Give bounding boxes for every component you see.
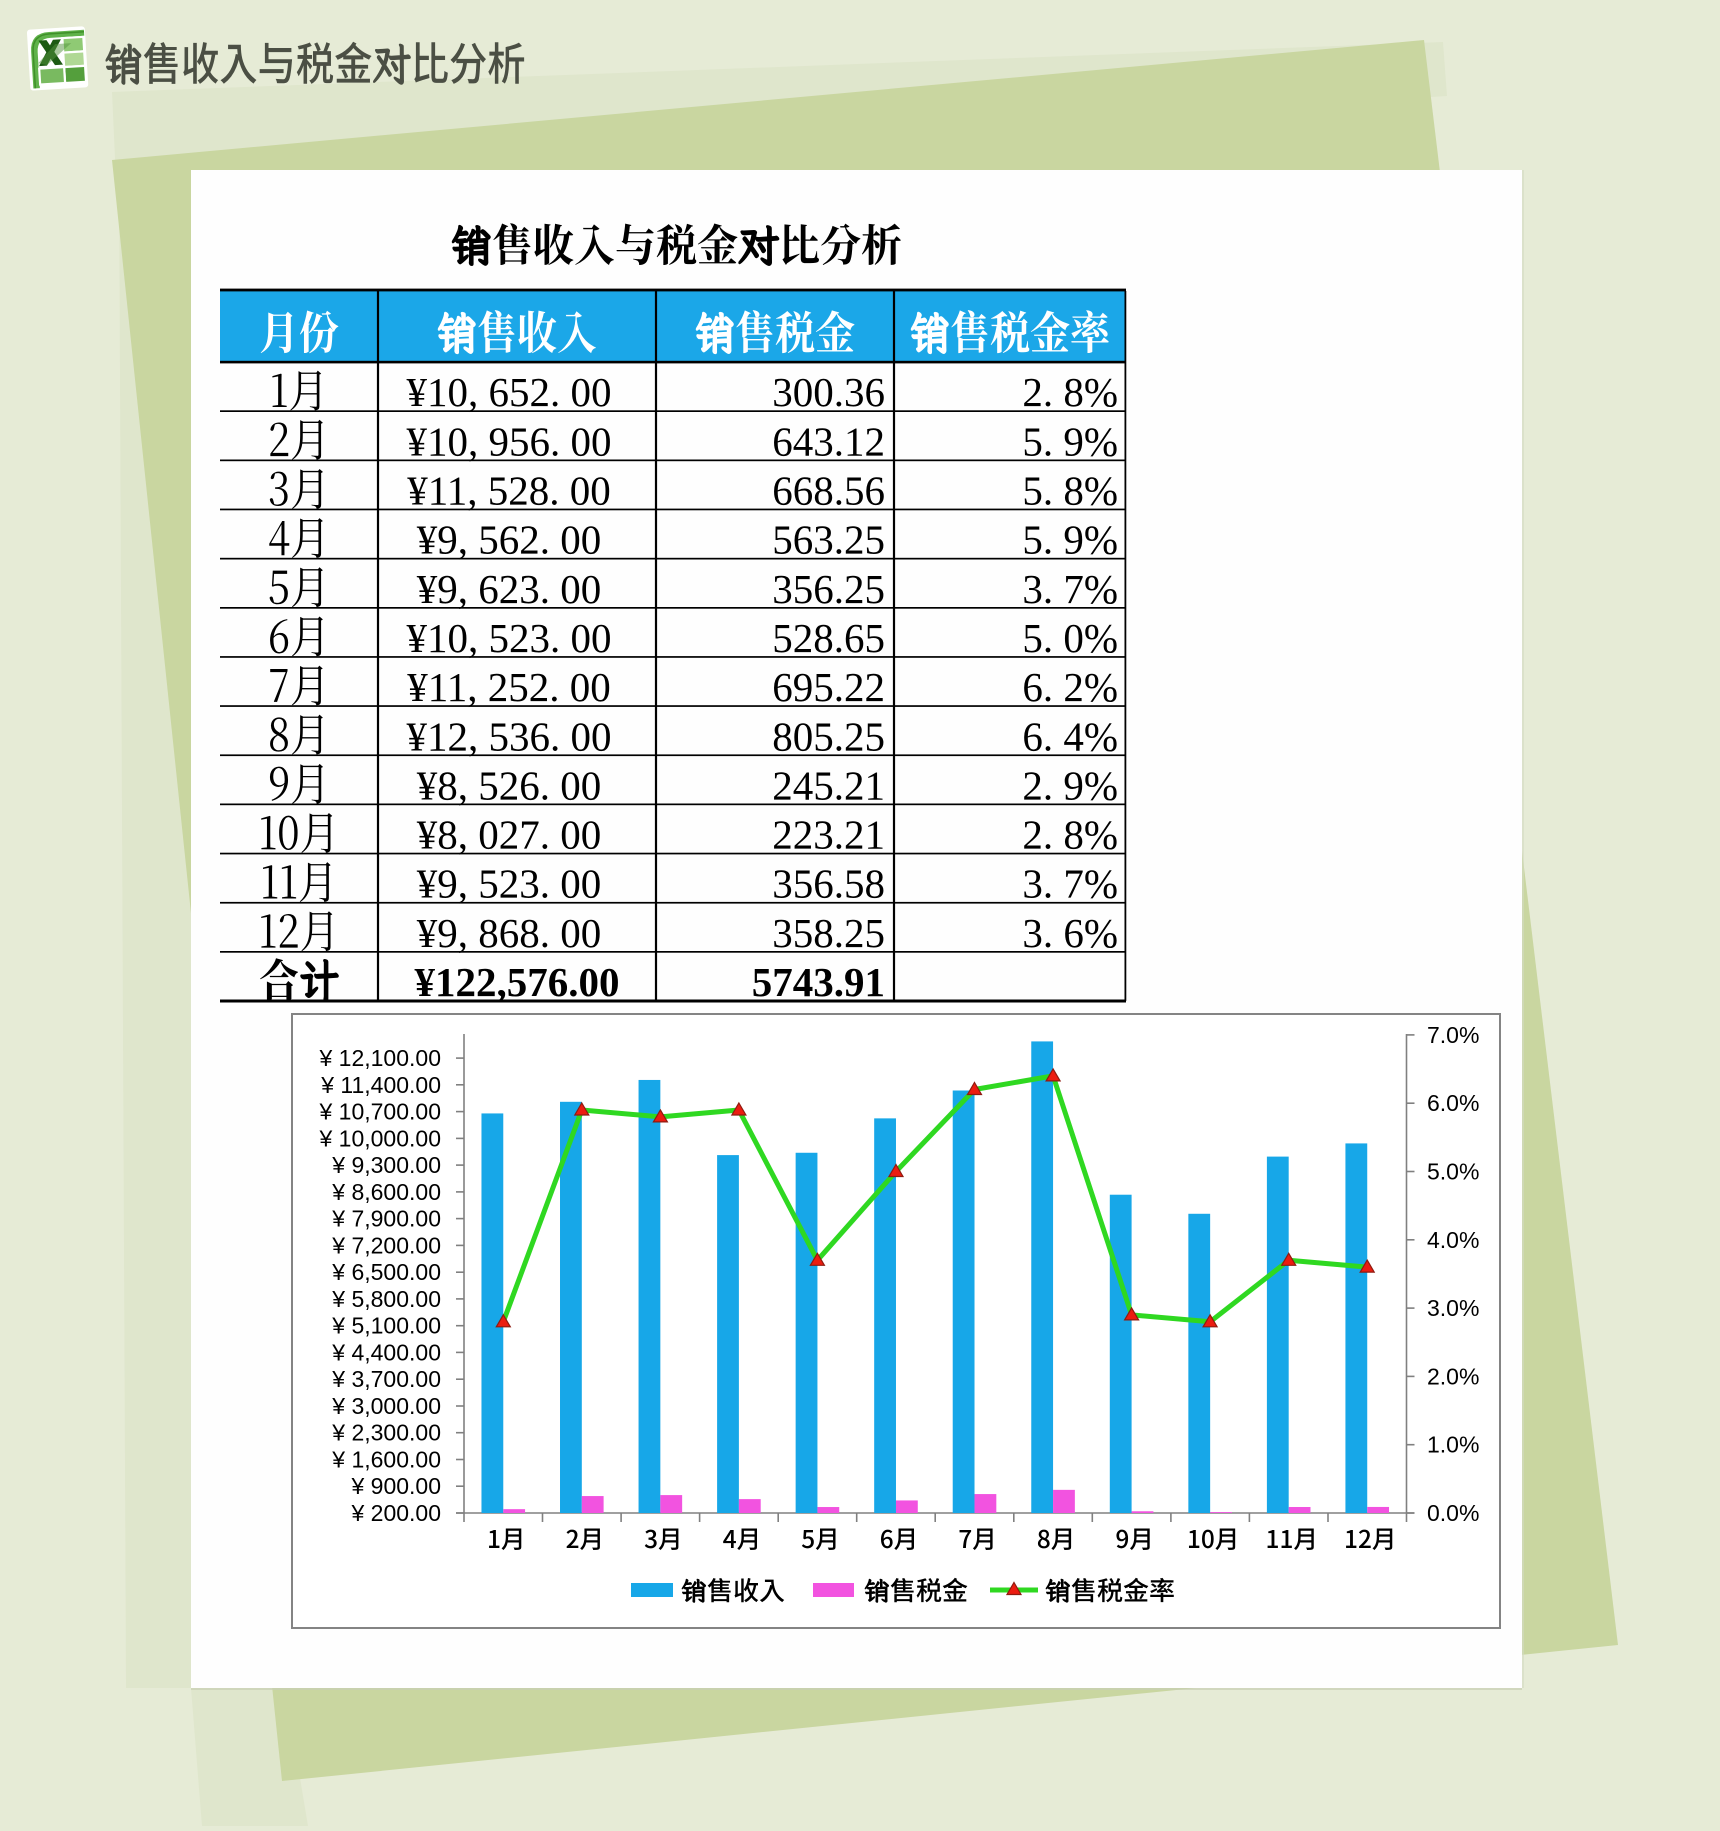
svg-text:¥10, 523. 00: ¥10, 523. 00 xyxy=(407,615,612,661)
svg-text:4.0%: 4.0% xyxy=(1427,1227,1479,1253)
svg-text:528.65: 528.65 xyxy=(772,615,885,661)
svg-text:5. 9%: 5. 9% xyxy=(1022,517,1118,563)
svg-text:¥ 10,700.00: ¥ 10,700.00 xyxy=(318,1099,441,1125)
svg-text:¥ 3,000.00: ¥ 3,000.00 xyxy=(331,1393,441,1419)
svg-text:¥ 12,100.00: ¥ 12,100.00 xyxy=(318,1045,441,1071)
svg-text:6.0%: 6.0% xyxy=(1427,1090,1479,1116)
svg-text:¥ 7,200.00: ¥ 7,200.00 xyxy=(331,1232,441,1258)
svg-text:¥10, 956. 00: ¥10, 956. 00 xyxy=(407,418,612,464)
svg-text:¥9, 562. 00: ¥9, 562. 00 xyxy=(417,517,602,563)
svg-text:358.25: 358.25 xyxy=(772,910,885,956)
svg-text:¥8, 526. 00: ¥8, 526. 00 xyxy=(417,762,602,808)
svg-text:1.0%: 1.0% xyxy=(1427,1432,1479,1458)
svg-text:¥ 6,500.00: ¥ 6,500.00 xyxy=(331,1259,441,1285)
svg-text:¥ 10,000.00: ¥ 10,000.00 xyxy=(318,1125,441,1151)
svg-text:3. 6%: 3. 6% xyxy=(1022,910,1118,956)
svg-text:695.22: 695.22 xyxy=(772,664,885,710)
svg-text:6. 2%: 6. 2% xyxy=(1022,664,1118,710)
svg-text:223.21: 223.21 xyxy=(772,812,885,858)
svg-text:5743.91: 5743.91 xyxy=(752,959,885,1005)
svg-text:¥ 1,600.00: ¥ 1,600.00 xyxy=(331,1446,441,1472)
svg-text:3.0%: 3.0% xyxy=(1427,1295,1479,1321)
svg-text:¥ 3,700.00: ¥ 3,700.00 xyxy=(331,1366,441,1392)
svg-text:¥122,576.00: ¥122,576.00 xyxy=(415,959,620,1005)
svg-text:¥ 4,400.00: ¥ 4,400.00 xyxy=(331,1339,441,1365)
svg-text:356.58: 356.58 xyxy=(772,861,885,907)
svg-text:¥9, 868. 00: ¥9, 868. 00 xyxy=(417,910,602,956)
svg-text:2.0%: 2.0% xyxy=(1427,1363,1479,1389)
svg-text:¥11, 528. 00: ¥11, 528. 00 xyxy=(407,468,610,514)
svg-text:563.25: 563.25 xyxy=(772,517,885,563)
svg-text:¥10, 652. 00: ¥10, 652. 00 xyxy=(407,369,612,415)
svg-text:805.25: 805.25 xyxy=(772,713,885,759)
svg-text:6. 4%: 6. 4% xyxy=(1022,713,1118,759)
svg-text:¥ 9,300.00: ¥ 9,300.00 xyxy=(331,1152,441,1178)
svg-text:¥ 8,600.00: ¥ 8,600.00 xyxy=(331,1179,441,1205)
svg-text:5.0%: 5.0% xyxy=(1427,1159,1479,1185)
svg-text:668.56: 668.56 xyxy=(772,468,885,514)
svg-text:¥ 2,300.00: ¥ 2,300.00 xyxy=(331,1420,441,1446)
svg-text:7.0%: 7.0% xyxy=(1427,1022,1479,1048)
svg-text:3. 7%: 3. 7% xyxy=(1022,566,1118,612)
svg-text:¥ 200.00: ¥ 200.00 xyxy=(350,1500,441,1526)
svg-text:5. 0%: 5. 0% xyxy=(1022,615,1118,661)
svg-text:¥ 7,900.00: ¥ 7,900.00 xyxy=(331,1206,441,1232)
svg-text:¥8, 027. 00: ¥8, 027. 00 xyxy=(417,812,602,858)
svg-text:¥9, 623. 00: ¥9, 623. 00 xyxy=(417,566,602,612)
svg-text:356.25: 356.25 xyxy=(772,566,885,612)
svg-text:245.21: 245.21 xyxy=(772,762,885,808)
svg-text:300.36: 300.36 xyxy=(772,369,885,415)
svg-text:¥9, 523. 00: ¥9, 523. 00 xyxy=(417,861,602,907)
svg-text:2. 9%: 2. 9% xyxy=(1022,762,1118,808)
svg-text:3. 7%: 3. 7% xyxy=(1022,861,1118,907)
svg-text:¥12, 536. 00: ¥12, 536. 00 xyxy=(407,713,612,759)
svg-text:¥11, 252. 00: ¥11, 252. 00 xyxy=(407,664,610,710)
svg-text:643.12: 643.12 xyxy=(772,418,885,464)
svg-text:¥ 5,100.00: ¥ 5,100.00 xyxy=(331,1313,441,1339)
svg-text:¥ 11,400.00: ¥ 11,400.00 xyxy=(320,1072,441,1098)
svg-text:¥ 5,800.00: ¥ 5,800.00 xyxy=(331,1286,441,1312)
svg-text:0.0%: 0.0% xyxy=(1427,1500,1479,1526)
svg-text:2. 8%: 2. 8% xyxy=(1022,812,1118,858)
svg-text:2. 8%: 2. 8% xyxy=(1022,369,1118,415)
svg-text:5. 9%: 5. 9% xyxy=(1022,418,1118,464)
svg-text:¥ 900.00: ¥ 900.00 xyxy=(350,1473,441,1499)
svg-text:5. 8%: 5. 8% xyxy=(1022,468,1118,514)
